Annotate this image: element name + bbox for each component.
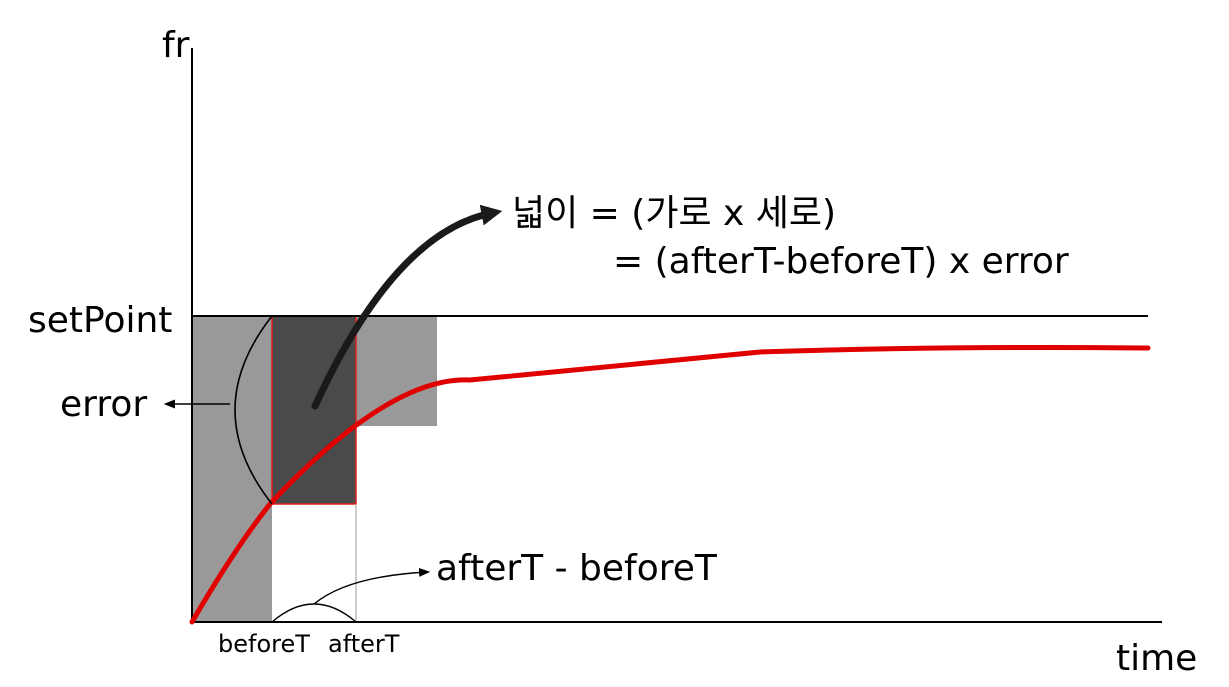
interval-brace [271, 603, 357, 623]
error-area-block-1 [192, 316, 272, 622]
interval-label: afterT - beforeT [436, 548, 718, 589]
error-area-block-3 [356, 316, 437, 426]
y-axis-label: fr [162, 25, 190, 66]
error-label: error [60, 384, 147, 425]
formula-line-2: = (afterT-beforeT) x error [613, 241, 1069, 282]
before-t-label: beforeT [218, 630, 310, 658]
response-curve [189, 345, 1151, 625]
x-axis-label: time [1116, 638, 1197, 679]
formula-arrow [311, 204, 503, 410]
error-brace [234, 315, 273, 505]
after-t-label: afterT [328, 630, 400, 658]
interval-arrow [313, 567, 431, 605]
setpoint-label: setPoint [28, 300, 172, 341]
formula-line-1: 넓이 = (가로 x 세로) [512, 193, 836, 234]
